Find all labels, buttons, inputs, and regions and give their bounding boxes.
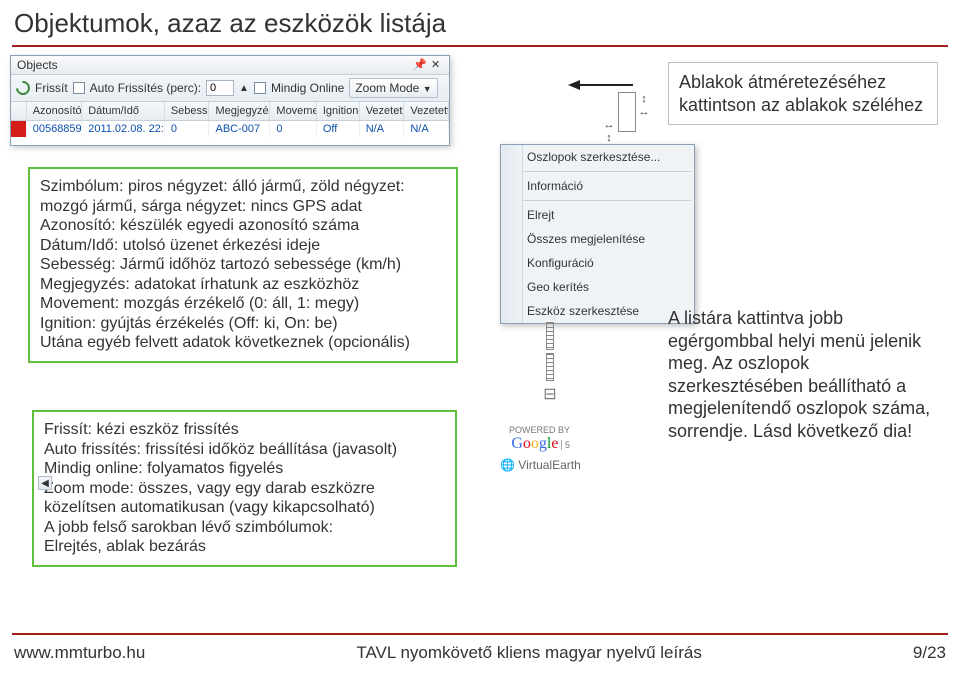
footer-left: www.mmturbo.hu (14, 643, 145, 663)
callout-resize: Ablakok átméretezéséhez kattintson az ab… (668, 62, 938, 125)
cell-id: 00568859 (27, 121, 83, 137)
objects-panel: Objects 📌 ✕ Frissít Auto Frissítés (perc… (10, 55, 450, 146)
resize-right-icon[interactable]: ↔ (600, 118, 618, 132)
cell-speed: 0 (165, 121, 210, 137)
cell-ignition: Off (317, 121, 360, 137)
col-header[interactable]: Sebessé (165, 102, 210, 120)
column-headers: AzonosítóDátum/IdőSebesséMegjegyzésMovem… (11, 102, 449, 121)
col-header[interactable]: Ignition (317, 102, 360, 120)
spin-up-icon[interactable]: ▲ (239, 83, 249, 94)
col-status (11, 102, 27, 120)
always-online-label: Mindig Online (271, 81, 344, 95)
map-controls-fragment: ⊟ (525, 322, 575, 404)
resize-handles: ↕ ↔↔ ↕ (600, 92, 652, 132)
cell-movement: 0 (270, 121, 316, 137)
zoom-mode-button[interactable]: Zoom Mode ▼ (349, 78, 437, 98)
ctx-separator (504, 171, 691, 172)
right-text: A listára kattintva jobb egérgombbal hel… (668, 307, 938, 442)
resize-down-icon[interactable]: ↕ (600, 132, 618, 144)
col-header[interactable]: Vezetett (404, 102, 449, 120)
cell-datetime: 2011.02.08. 22:35 (82, 121, 165, 137)
pin-icon[interactable]: 📌 (413, 59, 425, 71)
ruler-icon (546, 353, 554, 381)
panel-titlebar: Objects 📌 ✕ (11, 56, 449, 75)
ctx-item[interactable]: Oszlopok szerkesztése... (501, 145, 694, 169)
col-header[interactable]: Dátum/Idő (82, 102, 165, 120)
resize-pane (618, 92, 636, 132)
auto-refresh-checkbox[interactable] (73, 82, 85, 94)
col-header[interactable]: Megjegyzés (209, 102, 270, 120)
footer-center: TAVL nyomkövető kliens magyar nyelvű leí… (356, 643, 702, 663)
panel-body (11, 137, 449, 145)
page-title: Objektumok, azaz az eszközök listája (0, 0, 960, 45)
ruler-icon (546, 322, 554, 350)
callout-refresh: Frissít: kézi eszköz frissítés Auto fris… (32, 410, 457, 567)
refresh-label[interactable]: Frissít (35, 81, 68, 95)
ctx-item[interactable]: Konfiguráció (501, 251, 694, 275)
ctx-item[interactable]: Információ (501, 174, 694, 198)
auto-refresh-input[interactable] (206, 80, 234, 96)
powered-label: POWERED BY (480, 425, 570, 435)
col-header[interactable]: Vezetett (360, 102, 405, 120)
minus-icon[interactable]: ⊟ (543, 384, 556, 404)
arrow-left-icon (568, 74, 638, 94)
col-header[interactable]: Moveme (270, 102, 316, 120)
footer: www.mmturbo.hu TAVL nyomkövető kliens ma… (14, 643, 946, 663)
virtualearth-label[interactable]: VirtualEarth (500, 458, 581, 472)
panel-toolbar: Frissít Auto Frissítés (perc): ▲ Mindig … (11, 75, 449, 102)
auto-refresh-label: Auto Frissítés (perc): (90, 81, 201, 95)
powered-extra: 5 (561, 440, 570, 450)
cell-driven2: N/A (404, 121, 449, 137)
cell-note: ABC-007 (209, 121, 270, 137)
callout-symbols: Szimbólum: piros négyzet: álló jármű, zö… (28, 167, 458, 363)
resize-up-icon[interactable]: ↕ (636, 92, 652, 106)
status-square-red (11, 121, 27, 137)
divider-top (12, 45, 948, 47)
always-online-checkbox[interactable] (254, 82, 266, 94)
panel-title-text: Objects (17, 58, 58, 72)
col-header[interactable]: Azonosító (27, 102, 83, 120)
google-logo: Google (511, 435, 558, 452)
resize-left-icon[interactable]: ↔ (636, 106, 652, 118)
footer-right: 9/23 (913, 643, 946, 663)
ctx-item[interactable]: Eszköz szerkesztése (501, 299, 694, 323)
close-icon[interactable]: ✕ (431, 59, 443, 71)
divider-bottom (12, 633, 948, 635)
ctx-item[interactable]: Összes megjelenítése (501, 227, 694, 251)
chevron-down-icon: ▼ (423, 84, 432, 94)
ctx-separator (504, 200, 691, 201)
refresh-icon[interactable] (13, 78, 33, 98)
ctx-item[interactable]: Geo kerítés (501, 275, 694, 299)
ctx-item[interactable]: Elrejt (501, 203, 694, 227)
cell-driven1: N/A (360, 121, 405, 137)
powered-by: POWERED BY Google 5 (480, 425, 570, 453)
table-row[interactable]: 005688592011.02.08. 22:350ABC-0070OffN/A… (11, 121, 449, 137)
scroll-left-button[interactable]: ◀ (38, 476, 52, 490)
context-menu: Oszlopok szerkesztése... Információ Elrejt… (500, 144, 695, 324)
